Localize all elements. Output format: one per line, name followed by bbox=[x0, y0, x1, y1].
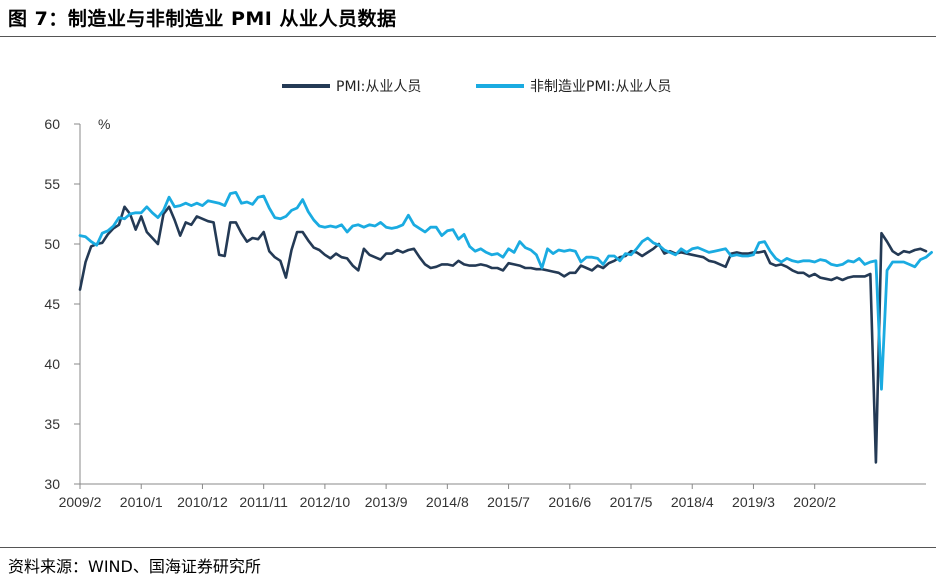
x-tick-label: 2018/4 bbox=[671, 494, 714, 510]
title-divider bbox=[0, 36, 936, 37]
line-chart: PMI:从业人员 非制造业PMI:从业人员 30 35 40 45 50 55 60% 200… bbox=[44, 79, 933, 510]
series-line-2 bbox=[78, 190, 933, 391]
legend-label-1: PMI:从业人员 bbox=[336, 79, 421, 95]
legend-label-2: 非制造业PMI:从业人员 bbox=[530, 79, 671, 95]
series-layer bbox=[78, 190, 933, 464]
y-tick-label: 40 bbox=[44, 356, 60, 372]
x-tick-label: 2010/1 bbox=[120, 494, 163, 510]
footer-divider bbox=[0, 547, 936, 548]
x-tick-label: 2011/11 bbox=[239, 494, 288, 510]
y-tick-label: 30 bbox=[44, 476, 60, 492]
y-tick-label: 45 bbox=[44, 296, 60, 312]
y-tick-label: 60 bbox=[44, 116, 60, 132]
x-tick-label: 2016/6 bbox=[548, 494, 591, 510]
y-tick-label: 55 bbox=[44, 176, 60, 192]
x-tick-label: 2015/7 bbox=[487, 494, 530, 510]
y-tick-label: 35 bbox=[44, 416, 60, 432]
x-tick-label: 2009/2 bbox=[59, 494, 102, 510]
x-tick-label: 2010/12 bbox=[177, 494, 228, 510]
y-axis: 30 35 40 45 50 55 60% bbox=[44, 116, 110, 492]
x-axis: 2009/2 2010/1 2010/12 2011/11 2012/10 2013/9 2… bbox=[59, 483, 926, 510]
x-tick-label: 2012/10 bbox=[300, 494, 351, 510]
x-tick-label: 2013/9 bbox=[365, 494, 408, 510]
chart-title: 图 7：制造业与非制造业 PMI 从业人员数据 bbox=[8, 8, 397, 30]
source-note: 资料来源：WIND、国海证券研究所 bbox=[8, 557, 261, 576]
x-tick-label: 2014/8 bbox=[426, 494, 469, 510]
y-unit-label: % bbox=[98, 116, 110, 132]
x-tick-label: 2020/2 bbox=[793, 494, 836, 510]
x-tick-label: 2017/5 bbox=[610, 494, 653, 510]
legend: PMI:从业人员 非制造业PMI:从业人员 bbox=[282, 79, 671, 95]
x-tick-label: 2019/3 bbox=[732, 494, 775, 510]
series-line-1 bbox=[78, 205, 928, 464]
y-tick-label: 50 bbox=[44, 236, 60, 252]
